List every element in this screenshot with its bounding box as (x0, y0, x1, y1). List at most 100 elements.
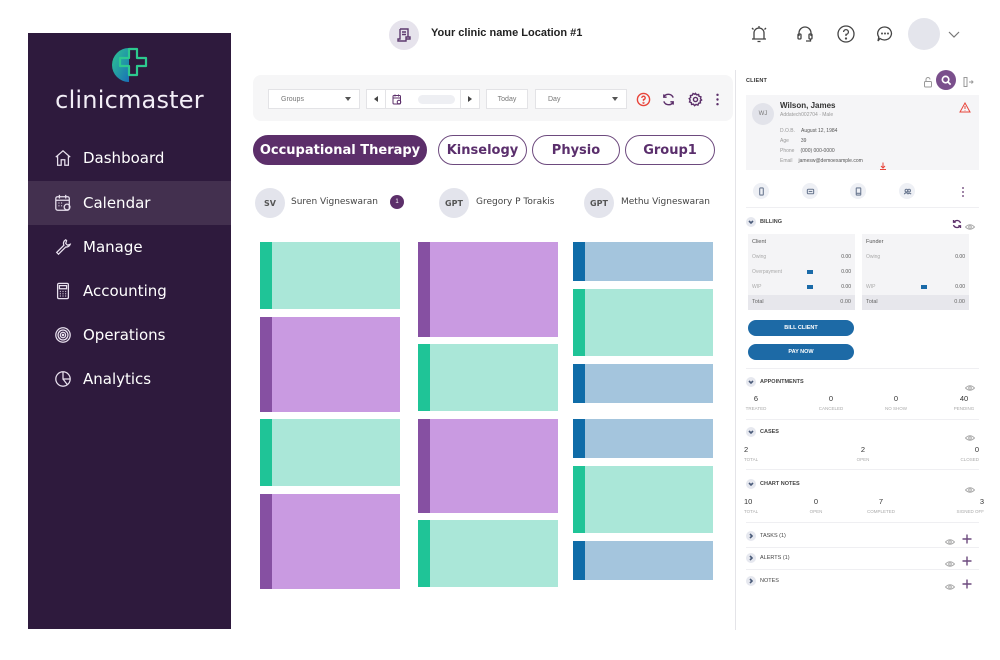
tab-physio[interactable]: Physio (532, 135, 620, 165)
gear-icon[interactable] (686, 90, 704, 108)
tab-group1[interactable]: Group1 (625, 135, 715, 165)
appointment-status-bar (573, 466, 585, 533)
appointment-block[interactable] (418, 242, 558, 337)
add-task-plus-icon[interactable] (962, 531, 972, 544)
sidebar-item-manage[interactable]: Manage (28, 225, 231, 269)
cases-section-toggle[interactable]: CASES (746, 425, 979, 439)
add-alert-plus-icon[interactable] (962, 553, 972, 566)
date-picker[interactable] (385, 89, 461, 109)
chevron-down-icon[interactable] (947, 27, 961, 41)
headset-icon[interactable] (793, 22, 817, 46)
eye-icon[interactable] (964, 218, 976, 230)
eye-icon[interactable] (944, 533, 956, 545)
provider-name[interactable]: Gregory P Torakis (476, 197, 555, 207)
appointments-section-toggle[interactable]: APPOINTMENTS (746, 375, 979, 389)
appointment-block[interactable] (260, 419, 400, 486)
caret-down-icon (612, 97, 618, 101)
appointment-block[interactable] (260, 317, 400, 412)
appointment-status-bar (418, 344, 430, 411)
calculator-icon (53, 281, 73, 301)
search-client-button[interactable] (936, 70, 956, 90)
refresh-icon[interactable] (952, 216, 962, 229)
client-card[interactable]: WJ Wilson, James Addatech002704 · Male D… (746, 95, 979, 170)
sidebar-item-analytics[interactable]: Analytics (28, 357, 231, 401)
billing-section-toggle[interactable]: BILLING (746, 215, 979, 229)
appointment-status-bar (573, 242, 585, 281)
clinic-location-name[interactable]: Your clinic name Location #1 (431, 27, 583, 39)
bell-icon[interactable] (747, 22, 771, 46)
tab-occupational-therapy[interactable]: Occupational Therapy (253, 135, 427, 165)
provider-name[interactable]: Methu Vigneswaran (621, 197, 710, 207)
eye-icon[interactable] (964, 481, 976, 493)
eye-icon[interactable] (964, 379, 976, 391)
pay-now-button[interactable]: PAY NOW (748, 344, 854, 360)
appointment-status-bar (573, 289, 585, 356)
chevron-down-icon (746, 427, 756, 437)
chat-icon[interactable] (873, 22, 897, 46)
lock-icon[interactable] (922, 75, 934, 88)
document-icon[interactable] (850, 183, 866, 199)
prev-day-button[interactable] (366, 89, 386, 109)
more-options-icon[interactable] (708, 90, 726, 108)
alerts-section-toggle[interactable]: ALERTS (1) (746, 551, 979, 565)
view-select[interactable]: Day (535, 89, 627, 109)
user-avatar[interactable] (908, 18, 940, 50)
stat-cases-total: 2 TOTAL (744, 445, 759, 462)
appointment-block[interactable] (573, 289, 713, 356)
appointment-block[interactable] (573, 364, 713, 403)
groups-select[interactable]: Groups (268, 89, 360, 109)
today-button[interactable]: Today (486, 89, 528, 109)
sidebar-item-label: Accounting (83, 282, 167, 300)
stat-cases-open: 2 OPEN (856, 445, 870, 462)
appointment-block[interactable] (573, 541, 713, 580)
chevron-down-icon (746, 377, 756, 387)
notes-section-toggle[interactable]: NOTES (746, 574, 979, 588)
client-phone: Phone (000) 000-0000 (780, 148, 835, 154)
brand-name: clinicmaster (55, 86, 204, 114)
appointment-block[interactable] (260, 242, 400, 309)
appointment-block[interactable] (418, 520, 558, 587)
refresh-icon[interactable] (659, 90, 677, 108)
sidebar-item-calendar[interactable]: Calendar (28, 181, 231, 225)
email-preference-icon[interactable] (879, 157, 887, 170)
eye-icon[interactable] (944, 555, 956, 567)
appointment-block[interactable] (418, 344, 558, 411)
sidebar-item-operations[interactable]: Operations (28, 313, 231, 357)
caret-down-icon (345, 97, 351, 101)
help-icon[interactable] (834, 22, 858, 46)
client-email: Email jamesw@demoexample.com (780, 158, 863, 164)
bill-client-button[interactable]: BILL CLIENT (748, 320, 854, 336)
appointment-block[interactable] (260, 494, 400, 589)
email-icon[interactable] (802, 183, 818, 199)
more-options-icon[interactable] (960, 185, 966, 197)
sidebar-item-accounting[interactable]: Accounting (28, 269, 231, 313)
exit-icon[interactable] (962, 75, 974, 87)
add-note-plus-icon[interactable] (962, 576, 972, 589)
appointment-block[interactable] (418, 419, 558, 513)
eye-icon[interactable] (964, 429, 976, 441)
appointment-block[interactable] (573, 419, 713, 458)
client-name[interactable]: Wilson, James (780, 101, 836, 110)
stat-pending: 40 PENDING (953, 394, 975, 411)
appointment-block[interactable] (573, 242, 713, 281)
alert-warning-icon[interactable] (959, 100, 971, 113)
caret-left-icon (374, 96, 378, 102)
eye-icon[interactable] (944, 578, 956, 590)
mobile-icon[interactable] (753, 183, 769, 199)
help-icon[interactable] (634, 90, 652, 108)
tab-kinselogy[interactable]: Kinselogy (438, 135, 527, 165)
chart-notes-section-toggle[interactable]: CHART NOTES (746, 477, 979, 491)
client-section-label: CLIENT (746, 78, 768, 84)
search-icon (941, 75, 951, 85)
tasks-section-toggle[interactable]: TASKS (1) (746, 529, 979, 543)
provider-name[interactable]: Suren Vigneswaran (291, 197, 378, 207)
next-day-button[interactable] (460, 89, 480, 109)
chevron-right-icon (746, 553, 756, 563)
sidebar-item-dashboard[interactable]: Dashboard (28, 136, 231, 180)
funder-billing-box: Funder Owing 0.00 WIP 0.00 Total 0.00 (862, 234, 969, 310)
contacts-icon[interactable] (899, 183, 915, 199)
stat-no-show: 0 NO SHOW (885, 394, 907, 411)
appointment-block[interactable] (573, 466, 713, 533)
clinic-location-icon[interactable] (389, 20, 419, 50)
caret-right-icon (468, 96, 472, 102)
